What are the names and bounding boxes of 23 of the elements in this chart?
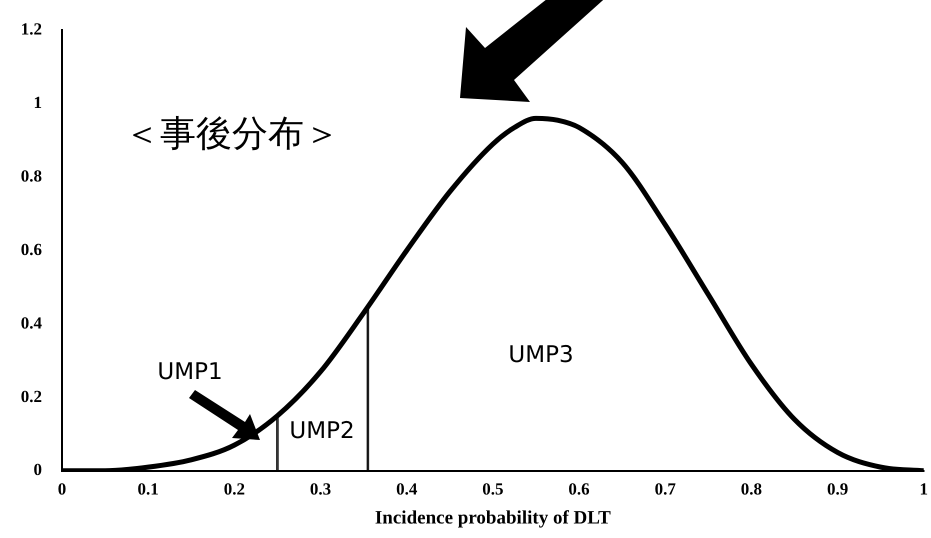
annotation: ＜事後分布＞ — [124, 113, 340, 154]
y-tick-label: 1 — [34, 93, 42, 112]
y-tick-label: 0.4 — [20, 313, 42, 332]
y-tick-label: 0.6 — [20, 240, 42, 259]
x-axis-title: Incidence probability of DLT — [374, 508, 612, 529]
y-tick-label: 0.2 — [20, 386, 42, 406]
y-tick-label: 0.8 — [20, 166, 42, 186]
x-tick-label: 0.6 — [568, 479, 590, 498]
x-tick-label: 0.2 — [224, 479, 245, 498]
annotation: UMP1 — [157, 358, 223, 385]
x-tick-label: 0 — [58, 479, 66, 498]
x-tick-label: 0.4 — [396, 479, 418, 498]
annotation: UMP2 — [289, 418, 355, 444]
x-tick-label: 0.5 — [482, 479, 504, 498]
x-tick-label: 0.7 — [654, 479, 676, 498]
x-tick-label: 0.1 — [138, 479, 159, 498]
y-tick-label: 1.2 — [20, 20, 42, 39]
x-tick-label: 0.3 — [310, 479, 332, 498]
y-tick-label: 0 — [34, 460, 42, 480]
annotation: UMP3 — [508, 342, 574, 368]
x-tick-label: 0.8 — [740, 479, 762, 498]
x-tick-label: 0.9 — [826, 479, 848, 498]
x-tick-label: 1 — [920, 479, 928, 498]
